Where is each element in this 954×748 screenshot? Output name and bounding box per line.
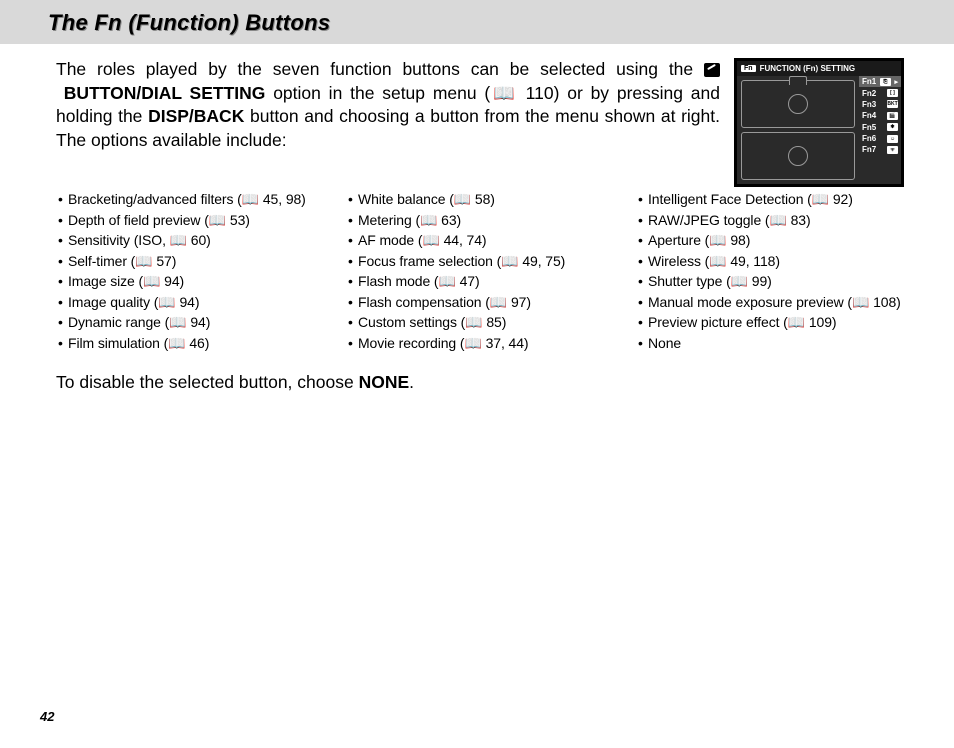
option-item: AF mode (📖 44, 74) [346,230,614,251]
option-item: Metering (📖 63) [346,210,614,231]
option-item: None [636,333,904,354]
camera-menu-screenshot: Fn FUNCTION (Fn) SETTING Fn1 ⎘▸ Fn2 [ ] Fn3 B… [734,58,904,187]
option-item: Intelligent Face Detection (📖 92) [636,189,904,210]
closing-text: To disable the selected button, choose [56,372,359,392]
fn-row-label: Fn6 [862,134,876,143]
option-item: RAW/JPEG toggle (📖 83) [636,210,904,231]
page-title: The Fn (Function) Buttons [48,10,330,36]
option-item: Bracketing/advanced filters (📖 45, 98) [56,189,324,210]
option-item: Focus frame selection (📖 49, 75) [346,251,614,272]
camera-outline-back [741,132,855,180]
camera-screen-title: FUNCTION (Fn) SETTING [760,64,856,73]
fn-row-label: Fn5 [862,123,876,132]
fn-row-icon: ✱ [887,123,898,131]
fn-row-label: Fn7 [862,145,876,154]
option-item: Aperture (📖 98) [636,230,904,251]
none-label: NONE [359,372,410,392]
camera-diagram-box [737,76,859,184]
fn-row: Fn3 BKT [859,99,901,110]
fn-row-icon: ⎘ [880,78,891,86]
option-item: Flash mode (📖 47) [346,271,614,292]
options-col-3: Intelligent Face Detection (📖 92)RAW/JPE… [636,189,904,354]
fn-row-label: Fn2 [862,89,876,98]
intro-part1: The roles played by the seven function b… [56,59,704,79]
fn-row-label: Fn4 [862,111,876,120]
fn-row-icon: ☺ [887,135,898,143]
option-item: Image size (📖 94) [56,271,324,292]
option-item: Shutter type (📖 99) [636,271,904,292]
fn-row-icon: ᯤ [887,146,898,154]
disp-back-label: DISP/BACK [148,106,244,126]
wrench-icon [704,63,720,77]
title-bar: The Fn (Function) Buttons [0,0,954,44]
option-item: Flash compensation (📖 97) [346,292,614,313]
intro-row: The roles played by the seven function b… [56,58,904,187]
closing-period: . [409,372,414,392]
option-item: Image quality (📖 94) [56,292,324,313]
fn-row-icon: BKT [887,100,898,108]
setting-label: BUTTON/DIAL SETTING [64,83,266,103]
option-item: Wireless (📖 49, 118) [636,251,904,272]
fn-row-label: Fn3 [862,100,876,109]
camera-outline-top [741,80,855,128]
option-item: Custom settings (📖 85) [346,312,614,333]
option-item: Sensitivity (ISO, 📖 60) [56,230,324,251]
fn-row-icon: 🎬 [887,112,898,120]
fn-row: Fn6 ☺ [859,133,901,144]
fn-row-icon: [ ] [887,89,898,97]
page-ref-1: 📖 110 [490,83,553,103]
option-item: Preview picture effect (📖 109) [636,312,904,333]
closing-paragraph: To disable the selected button, choose N… [56,372,904,393]
fn-row-label: Fn1 [862,77,876,86]
options-col-1: Bracketing/advanced filters (📖 45, 98)De… [56,189,324,354]
intro-paragraph: The roles played by the seven function b… [56,58,720,153]
option-item: Film simulation (📖 46) [56,333,324,354]
fn-row: Fn5 ✱ [859,122,901,133]
fn-row: Fn1 ⎘▸ [859,76,901,87]
option-item: Self-timer (📖 57) [56,251,324,272]
camera-screen-header: Fn FUNCTION (Fn) SETTING [737,61,901,76]
options-columns: Bracketing/advanced filters (📖 45, 98)De… [56,189,904,354]
fn-row: Fn2 [ ] [859,87,901,98]
intro-part2: option in the setup menu ( [265,83,490,103]
fn-row: Fn4 🎬 [859,110,901,121]
option-item: Manual mode exposure preview (📖 108) [636,292,904,313]
option-item: Movie recording (📖 37, 44) [346,333,614,354]
option-item: Dynamic range (📖 94) [56,312,324,333]
option-item: Depth of field preview (📖 53) [56,210,324,231]
chevron-right-icon: ▸ [894,78,898,86]
page-number: 42 [40,709,54,724]
fn-badge: Fn [741,65,756,72]
fn-row: Fn7 ᯤ [859,144,901,155]
camera-screen-body: Fn1 ⎘▸ Fn2 [ ] Fn3 BKT Fn4 🎬 Fn5 ✱ Fn6 ☺ Fn7 ᯤ [737,76,901,184]
fn-list: Fn1 ⎘▸ Fn2 [ ] Fn3 BKT Fn4 🎬 Fn5 ✱ Fn6 ☺ Fn7 ᯤ [859,76,901,184]
content-area: The roles played by the seven function b… [0,44,954,393]
options-col-2: White balance (📖 58)Metering (📖 63)AF mo… [346,189,614,354]
option-item: White balance (📖 58) [346,189,614,210]
